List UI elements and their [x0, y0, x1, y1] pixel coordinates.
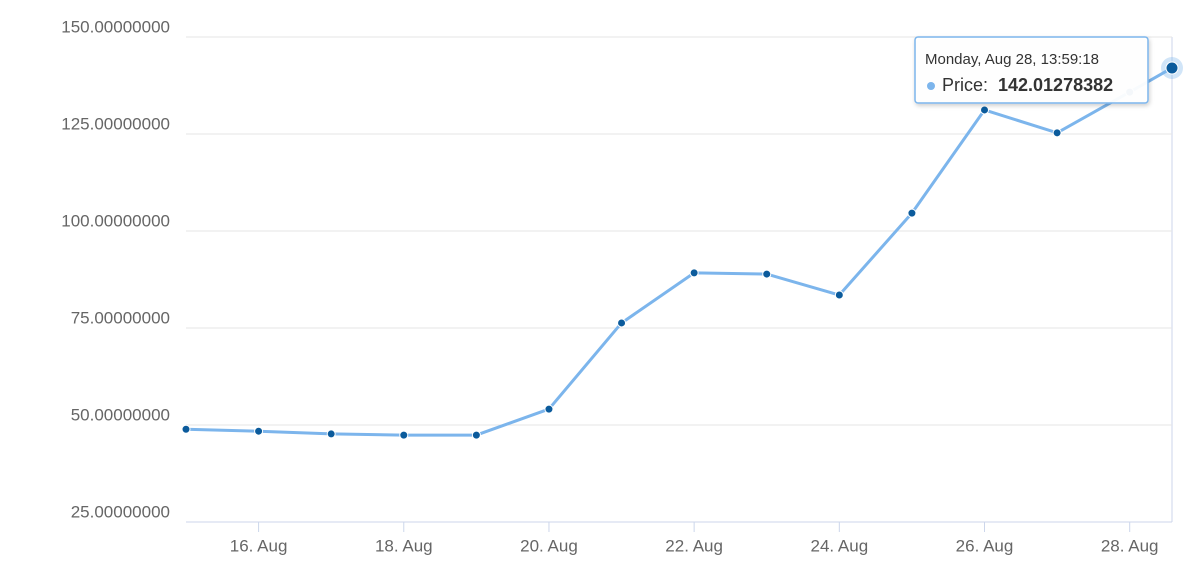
y-tick-label: 50.00000000: [71, 405, 170, 424]
point: [326, 429, 336, 439]
x-tick-label: 26. Aug: [956, 536, 1014, 555]
y-tick-label: 75.00000000: [71, 308, 170, 327]
point: [907, 208, 917, 218]
x-tick-label: 24. Aug: [810, 536, 868, 555]
point: [617, 318, 627, 328]
tooltip-header: Monday, Aug 28, 13:59:18: [925, 51, 1099, 68]
point: [834, 290, 844, 300]
x-tick-label: 20. Aug: [520, 536, 578, 555]
y-tick-label: 125.00000000: [61, 114, 170, 133]
point: [181, 424, 191, 434]
y-tick-label: 100.00000000: [61, 211, 170, 230]
point: [1052, 128, 1062, 138]
y-tick-label: 150.00000000: [61, 17, 170, 36]
tooltip-box: [914, 36, 1149, 104]
point: [762, 269, 772, 279]
x-tick-label: 16. Aug: [230, 536, 288, 555]
x-tick-label: 28. Aug: [1101, 536, 1159, 555]
point: [689, 268, 699, 278]
point: [254, 426, 264, 436]
series-line: [185, 66, 1173, 437]
point: [544, 404, 554, 414]
point: [399, 430, 409, 440]
point: [1165, 61, 1179, 75]
tooltip-value: 142.01278382: [998, 75, 1113, 95]
tooltip: Monday, Aug 28, 13:59:18 Price: 142.0127…: [914, 36, 1149, 104]
tooltip-label: Price:: [942, 75, 988, 95]
x-tick-label: 18. Aug: [375, 536, 433, 555]
y-tick-label: 25.00000000: [71, 502, 170, 521]
point: [980, 105, 990, 115]
point: [471, 430, 481, 440]
tooltip-bullet: [927, 82, 935, 90]
x-tick-label: 22. Aug: [665, 536, 723, 555]
